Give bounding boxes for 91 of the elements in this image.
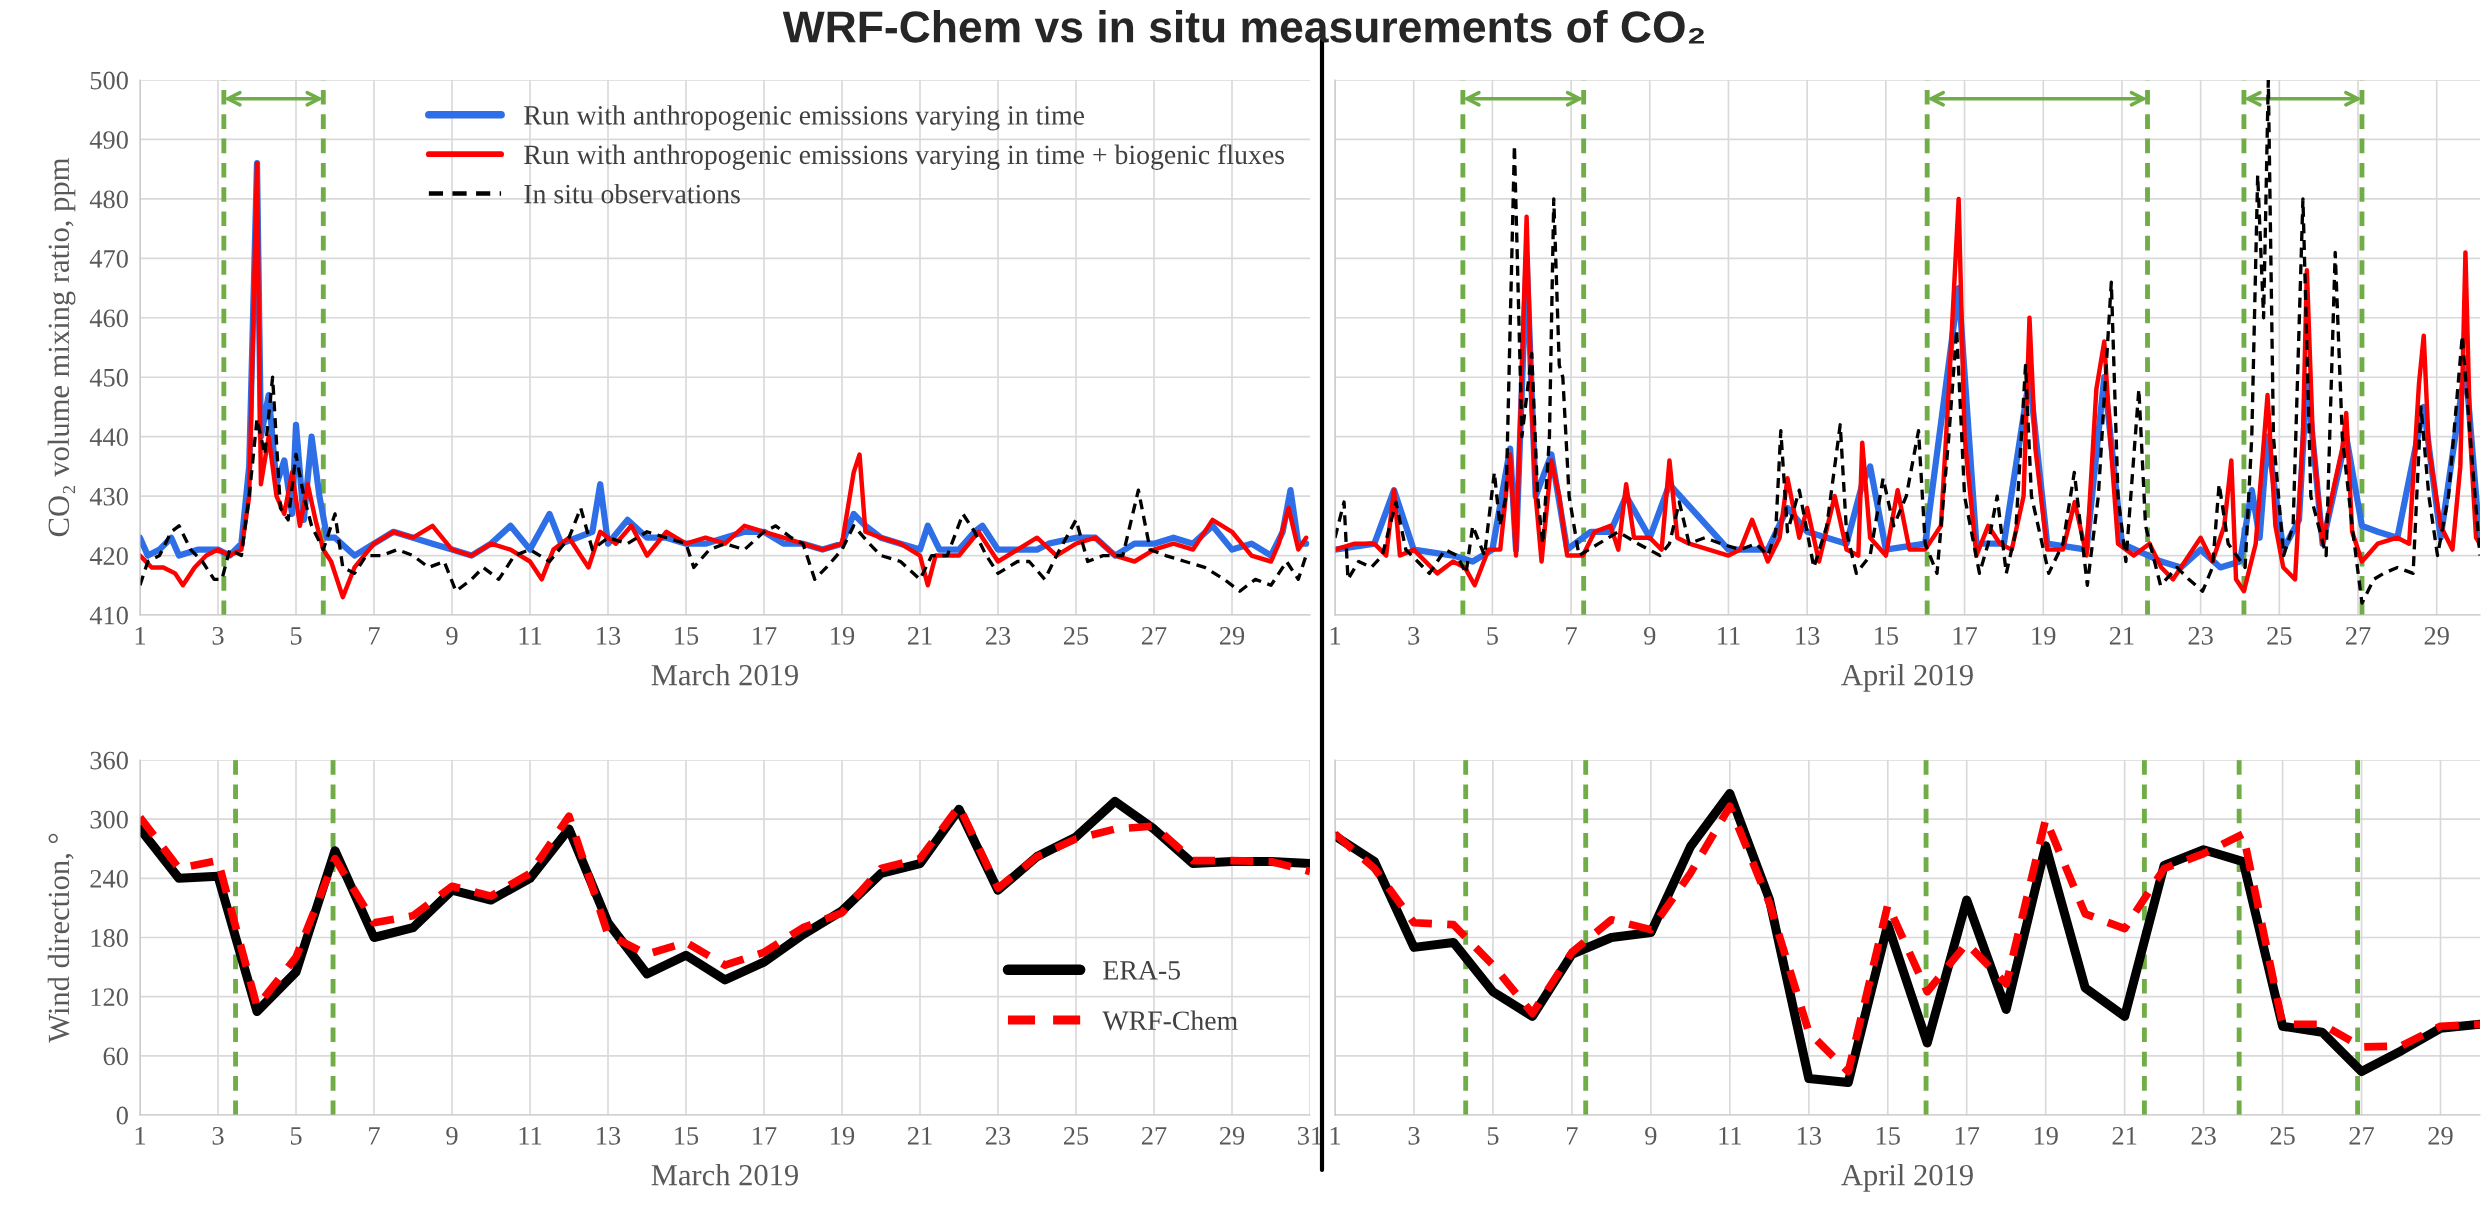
x-tick-label: 9 [1644, 626, 1656, 645]
x-tick-label: 31 [1298, 1126, 1322, 1145]
legend-label: Run with anthropogenic emissions varying in time [524, 105, 1084, 131]
x-tick-label: 13 [597, 626, 621, 645]
chart-title: WRF-Chem vs in situ measurements of CO₂ [782, 10, 1704, 44]
x-tick-label: 21 [2109, 626, 2134, 645]
x-tick-label: 21 [2112, 1126, 2137, 1145]
x-tick-label: 27 [1141, 626, 1167, 645]
x-tick-label: 27 [2349, 1126, 2374, 1145]
legend-label: Run with anthropogenic emissions varying in time + biogenic fluxes [524, 144, 1284, 170]
y-tick-label: 430 [89, 487, 128, 506]
x-tick-label: 9 [446, 626, 458, 645]
y-tick-label: 240 [90, 869, 128, 888]
x-tick-label: 25 [2270, 1126, 2295, 1145]
line-series [140, 375, 1308, 593]
x-axis-title: April 2019 [1841, 1163, 1973, 1192]
x-tick-label: 17 [753, 1127, 777, 1145]
x-tick-label: 11 [1719, 1127, 1741, 1145]
x-tick-label: 25 [1063, 1126, 1089, 1145]
y-tick-label: 360 [90, 751, 128, 770]
y-tick-label: 120 [91, 988, 128, 1007]
legend-label: In situ observations [524, 183, 740, 204]
x-tick-label: 9 [446, 1126, 458, 1145]
x-tick-label: 11 [519, 1127, 542, 1145]
x-tick-label: 19 [831, 626, 855, 645]
x-tick-label: 19 [831, 1126, 855, 1145]
y-tick-label: 420 [89, 547, 128, 565]
x-tick-label: 5 [290, 627, 302, 645]
x-tick-label: 3 [212, 1126, 224, 1145]
y-tick-label: 490 [89, 131, 128, 149]
x-tick-label: 15 [675, 627, 699, 645]
x-tick-label: 7 [1567, 1127, 1578, 1145]
x-tick-label: 23 [985, 626, 1011, 645]
x-tick-label: 17 [1953, 627, 1977, 645]
x-tick-label: 29 [1219, 626, 1245, 645]
x-tick-label: 19 [2032, 626, 2056, 645]
y-tick-label: 470 [89, 249, 128, 268]
y-tick-label: 0 [116, 1106, 128, 1125]
x-tick-label: 15 [1876, 1127, 1900, 1145]
x-tick-label: 15 [1874, 627, 1899, 645]
y-tick-label: 300 [90, 810, 128, 829]
y-tick-label: 180 [91, 929, 128, 947]
y-tick-label: 460 [89, 309, 128, 328]
x-tick-label: 5 [290, 1127, 302, 1145]
x-axis-title: March 2019 [651, 1163, 798, 1186]
y-tick-label: 60 [103, 1047, 128, 1066]
x-tick-label: 3 [1408, 1126, 1420, 1145]
x-tick-label: 1 [135, 1127, 146, 1145]
x-tick-label: 15 [675, 1127, 699, 1145]
x-tick-label: 23 [2188, 626, 2213, 645]
x-tick-label: 7 [369, 627, 380, 645]
x-tick-label: 27 [1141, 1126, 1167, 1145]
x-tick-label: 7 [369, 1127, 380, 1145]
x-tick-label: 13 [1797, 1126, 1821, 1145]
x-tick-label: 5 [1487, 1127, 1499, 1145]
y-tick-label: 480 [89, 190, 128, 209]
x-tick-label: 3 [212, 626, 224, 645]
x-tick-label: 5 [1487, 627, 1498, 645]
x-tick-label: 7 [1566, 627, 1577, 645]
y-axis-title: Wind direction, ° [47, 833, 74, 1043]
x-axis-title: March 2019 [651, 663, 798, 686]
x-tick-label: 23 [985, 1126, 1011, 1145]
x-tick-label: 1 [1330, 627, 1341, 645]
x-axis-title: April 2019 [1841, 663, 1973, 692]
legend-label: WRF-Chem [1102, 1010, 1238, 1031]
x-tick-label: 29 [1219, 1126, 1245, 1145]
legend-label: ERA-5 [1103, 961, 1181, 980]
x-tick-label: 1 [1330, 1127, 1341, 1145]
x-tick-label: 13 [1796, 626, 1820, 645]
x-tick-label: 25 [1063, 626, 1089, 645]
x-tick-label: 11 [1718, 627, 1740, 645]
x-tick-label: 23 [2191, 1126, 2216, 1145]
x-tick-label: 1 [135, 627, 146, 645]
x-tick-label: 19 [2034, 1126, 2058, 1145]
x-tick-label: 21 [907, 1126, 932, 1145]
x-tick-label: 17 [753, 627, 777, 645]
x-tick-label: 13 [597, 1126, 621, 1145]
x-tick-label: 11 [519, 627, 542, 645]
x-tick-label: 29 [2428, 1126, 2453, 1145]
x-tick-label: 3 [1408, 626, 1420, 645]
x-tick-label: 21 [907, 626, 932, 645]
x-tick-label: 25 [2267, 626, 2292, 645]
y-tick-label: 410 [89, 606, 128, 625]
x-tick-label: 27 [2345, 626, 2371, 645]
y-tick-label: 450 [89, 368, 128, 387]
x-tick-label: 29 [2424, 626, 2449, 645]
y-axis-title: CO₂ volume mixing ratio, ppm [47, 158, 76, 537]
x-tick-label: 17 [1955, 1127, 1980, 1145]
x-tick-label: 9 [1645, 1126, 1657, 1145]
y-tick-label: 500 [90, 71, 128, 90]
y-tick-label: 440 [89, 428, 128, 447]
